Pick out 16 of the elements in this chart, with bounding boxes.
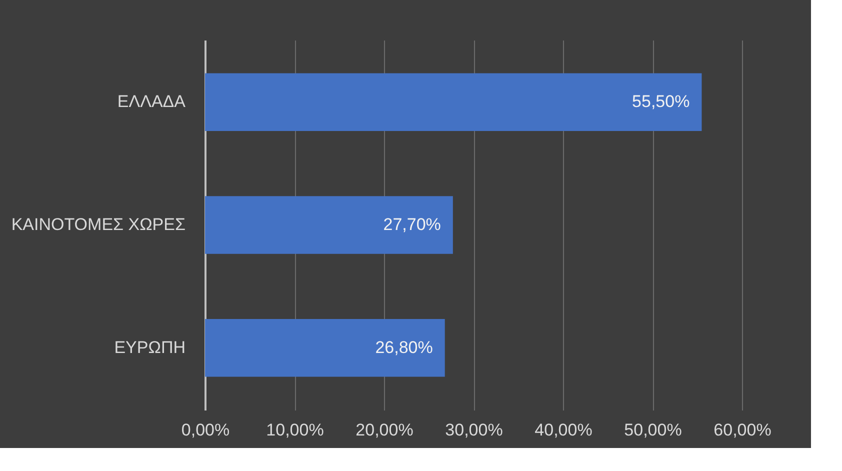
x-tick-label: 50,00% — [624, 420, 682, 440]
data-label: 55,50% — [632, 92, 690, 112]
y-tick-label: ΕΥΡΩΠΗ — [114, 338, 186, 357]
x-tick-label: 30,00% — [445, 420, 503, 440]
data-label: 27,70% — [383, 215, 441, 234]
data-label: 26,80% — [375, 338, 433, 357]
y-tick-label: ΕΛΛΑΔΑ — [117, 92, 186, 112]
bar — [205, 73, 702, 131]
x-tick-label: 60,00% — [714, 420, 772, 440]
bar — [205, 196, 453, 254]
x-tick-label: 0,00% — [181, 420, 230, 440]
y-tick-label: ΚΑΙΝΟΤΟΜΕΣ ΧΩΡΕΣ — [11, 215, 186, 234]
x-tick-label: 10,00% — [266, 420, 324, 440]
bar — [205, 319, 445, 377]
x-tick-label: 20,00% — [356, 420, 414, 440]
x-tick-label: 40,00% — [534, 420, 592, 440]
